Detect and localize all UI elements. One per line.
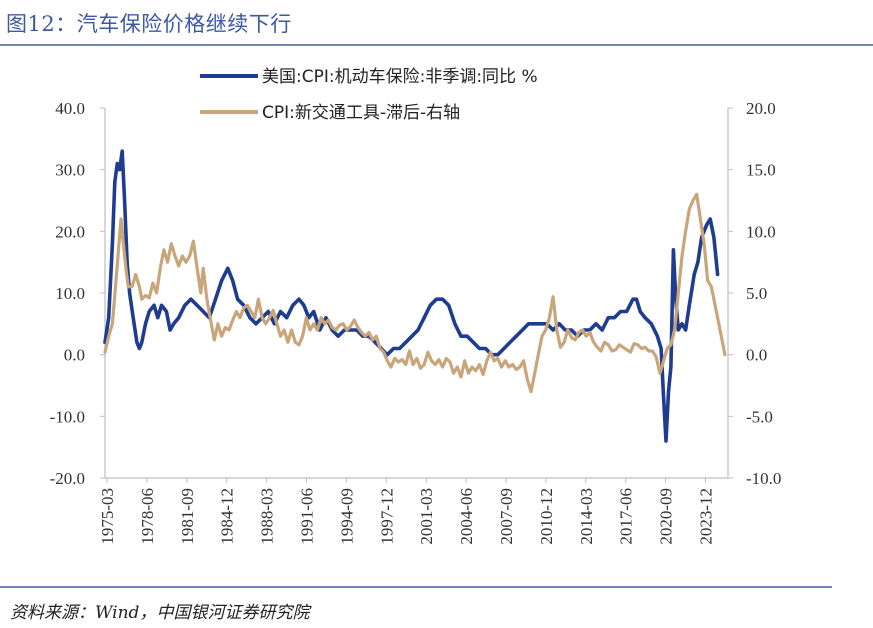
left-y-tick-label: -20.0	[50, 469, 85, 488]
x-tick-label: 2020-09	[657, 488, 676, 545]
source-note: 资料来源：Wind，中国银河证券研究院	[10, 603, 310, 623]
right-y-tick-label: 20.0	[746, 99, 776, 118]
right-y-tick-label: 5.0	[746, 284, 767, 303]
right-y-tick-label: -5.0	[746, 407, 773, 426]
x-tick-label: 1975-03	[98, 488, 117, 545]
chart-axes: -20.0 -10.0 0.0 10.0 20.0 30.0 40.0 -10.0 -5.0 0.…	[50, 99, 782, 545]
figure-title: 图12：汽车保险价格继续下行	[6, 12, 292, 36]
right-y-tick-label: 10.0	[746, 222, 776, 241]
chart-legend: 美国:CPI:机动车保险:非季调:同比 % CPI:新交通工具-滞后-右轴	[200, 67, 538, 123]
left-y-tick-label: 10.0	[55, 284, 85, 303]
top-divider	[0, 44, 873, 46]
left-y-tick-label: 20.0	[55, 222, 85, 241]
x-tick-label: 2004-06	[457, 488, 476, 545]
legend-label-insurance-cpi: 美国:CPI:机动车保险:非季调:同比 %	[262, 67, 538, 87]
x-tick-label: 2001-03	[417, 488, 436, 545]
series-line-new-vehicles-cpi	[103, 192, 727, 394]
x-tick-label: 1984-12	[218, 488, 237, 545]
legend-label-new-vehicles-cpi: CPI:新交通工具-滞后-右轴	[262, 103, 460, 123]
x-tick-label: 2017-06	[617, 488, 636, 545]
left-y-tick-label: 30.0	[55, 161, 85, 180]
x-tick-label: 1988-03	[258, 488, 277, 545]
x-tick-label: 1978-06	[138, 488, 157, 545]
series-line-insurance-cpi	[103, 149, 720, 443]
x-tick-label: 1981-09	[178, 488, 197, 545]
left-y-tick-label: 40.0	[55, 99, 85, 118]
x-tick-label: 1991-06	[298, 488, 317, 545]
right-y-tick-label: -10.0	[746, 469, 781, 488]
left-y-tick-label: 0.0	[64, 346, 85, 365]
x-tick-label: 2010-12	[537, 488, 556, 545]
x-tick-label: 2007-09	[497, 488, 516, 545]
series-layer	[103, 149, 727, 443]
x-tick-label: 2014-03	[577, 488, 596, 545]
x-tick-label: 1997-12	[377, 488, 396, 545]
x-tick-label: 1994-09	[337, 488, 356, 545]
right-y-tick-label: 15.0	[746, 161, 776, 180]
x-tick-label: 2023-12	[696, 488, 715, 545]
left-y-tick-label: -10.0	[50, 407, 85, 426]
right-y-tick-label: 0.0	[746, 346, 767, 365]
bottom-divider	[0, 586, 832, 588]
